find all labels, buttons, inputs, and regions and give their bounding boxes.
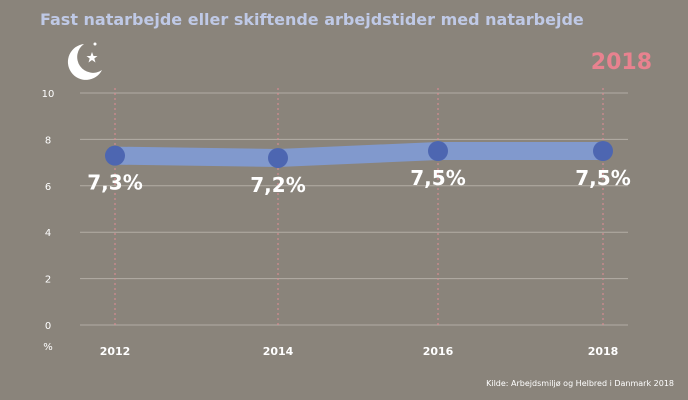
chart-title: Fast natarbejde eller skiftende arbejdst…	[40, 10, 584, 29]
x-tick-label: 2016	[423, 345, 454, 358]
year-badge: 2018	[590, 50, 652, 75]
y-tick-label: 8	[45, 135, 51, 146]
y-tick-label: 10	[42, 89, 55, 100]
data-label: 7,3%	[87, 171, 142, 195]
data-point	[105, 145, 125, 166]
data-label: 7,5%	[410, 166, 465, 190]
moon-stars-icon	[67, 42, 102, 80]
data-label: 7,5%	[575, 166, 630, 190]
y-tick-label: 6	[45, 182, 51, 193]
source-note: Kilde: Arbejdsmiljø og Helbred i Danmark…	[486, 379, 674, 388]
x-tick-label: 2018	[588, 345, 619, 358]
data-label: 7,2%	[250, 173, 305, 197]
data-point	[268, 147, 288, 168]
series-line	[106, 142, 612, 167]
data-point	[593, 141, 613, 161]
y-tick-label: 4	[45, 228, 51, 239]
x-tick-label: 2014	[263, 345, 294, 358]
y-tick-label: 2	[45, 275, 51, 286]
data-point	[428, 141, 448, 161]
y-tick-label: 0	[45, 321, 51, 332]
y-axis-label: %	[43, 342, 53, 353]
x-tick-label: 2012	[100, 345, 131, 358]
